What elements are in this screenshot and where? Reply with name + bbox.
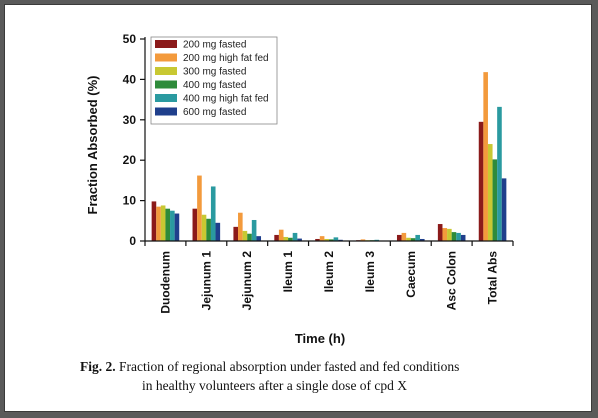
- bar-4-3: [329, 239, 334, 241]
- bar-0-4: [170, 210, 175, 241]
- bar-6-5: [419, 238, 425, 241]
- bar-3-5: [297, 238, 302, 241]
- bar-0-2: [160, 205, 166, 241]
- bar-1-1: [197, 175, 202, 241]
- bar-8-1: [483, 72, 488, 241]
- bar-3-0: [274, 234, 279, 241]
- bar-1-4: [210, 186, 216, 241]
- bar-6-0: [396, 234, 402, 241]
- bar-3-2: [283, 236, 289, 241]
- axes: 0 10 20 30 40 50 Duodenum Jejunum 1 Jejunum 2 Ile…: [123, 32, 514, 314]
- bar-3-1: [278, 229, 284, 241]
- y-axis-title: Fraction Absorbed (%): [85, 76, 100, 215]
- bar-8-3: [492, 159, 498, 241]
- x-tick-label-6: Caecum: [404, 251, 418, 298]
- legend-swatch-3: [155, 80, 177, 89]
- bar-1-3: [206, 218, 211, 241]
- bar-8-5: [501, 178, 507, 241]
- bar-0-3: [165, 208, 171, 241]
- bar-4-0: [315, 238, 320, 241]
- bar-5-1: [360, 239, 366, 241]
- x-tick-label-8: Total Abs: [486, 251, 500, 305]
- x-axis-title: Time (h): [295, 331, 345, 346]
- legend-label-1: 200 mg high fat fed: [183, 53, 269, 64]
- legend-label-0: 200 mg fasted: [183, 40, 246, 51]
- caption-label: Fig. 2.: [80, 359, 116, 374]
- bar-3-4: [292, 232, 298, 241]
- caption-line-1: Fraction of regional absorption under fa…: [119, 359, 460, 374]
- bar-2-0: [233, 226, 239, 241]
- bar-6-1: [401, 232, 407, 241]
- x-tick-label-2: Jejunum 2: [240, 251, 254, 311]
- y-tick-label-0: 0: [129, 234, 136, 248]
- bar-5-4: [374, 239, 380, 241]
- bar-1-5: [215, 222, 221, 241]
- bar-2-5: [256, 236, 262, 241]
- bar-3-3: [288, 237, 293, 241]
- y-tick-label-4: 40: [123, 72, 137, 86]
- y-tick-label-3: 30: [123, 113, 137, 127]
- legend-label-3: 400 mg fasted: [183, 80, 246, 91]
- legend-swatch-1: [155, 53, 177, 62]
- bar-6-2: [406, 237, 411, 241]
- legend-swatch-2: [155, 67, 177, 75]
- bar-7-2: [447, 228, 452, 241]
- bar-6-3: [410, 238, 416, 241]
- bar-7-4: [456, 232, 461, 241]
- x-tick-label-3: Ileum 1: [281, 251, 295, 293]
- x-tick-label-4: Ileum 2: [322, 251, 336, 293]
- bar-0-1: [156, 206, 161, 241]
- legend-swatch-0: [155, 40, 177, 48]
- bar-7-1: [442, 228, 448, 241]
- x-tick-label-0: Duodenum: [158, 251, 172, 314]
- bar-7-5: [460, 234, 466, 241]
- bar-6-4: [415, 234, 420, 241]
- x-tick-label-1: Jejunum 1: [199, 251, 213, 311]
- bar-2-1: [238, 212, 243, 241]
- x-tick-label-7: Asc Colon: [445, 251, 459, 310]
- caption-line-2: in healthy volunteers after a single dos…: [142, 378, 408, 393]
- figure-frame: 200 mg fasted 200 mg high fat fed 300 mg f…: [4, 4, 592, 412]
- bar-7-0: [437, 224, 443, 241]
- y-tick-label-2: 20: [123, 153, 137, 167]
- legend-label-2: 300 mg fasted: [183, 67, 246, 78]
- bar-2-3: [247, 233, 252, 241]
- bar-4-1: [319, 236, 325, 241]
- bar-2-2: [242, 230, 248, 241]
- bar-7-3: [451, 232, 457, 241]
- bar-4-5: [338, 239, 343, 241]
- bar-0-5: [174, 213, 180, 241]
- bar-8-2: [487, 144, 493, 241]
- legend-label-4: 400 mg high fat fed: [183, 94, 269, 105]
- bar-1-0: [192, 208, 198, 241]
- bar-2-4: [251, 219, 257, 241]
- bar-4-2: [324, 238, 329, 241]
- bar-8-4: [497, 106, 502, 242]
- legend: 200 mg fasted 200 mg high fat fed 300 mg f…: [150, 36, 278, 125]
- bar-chart: 200 mg fasted 200 mg high fat fed 300 mg f…: [85, 32, 514, 346]
- bar-8-0: [478, 121, 484, 241]
- legend-swatch-4: [155, 94, 177, 102]
- figure-caption: Fig. 2. Fraction of regional absorption …: [80, 357, 550, 395]
- bars: [151, 72, 507, 242]
- legend-label-5: 600 mg fasted: [183, 107, 246, 118]
- y-tick-label-1: 10: [123, 194, 137, 208]
- bar-4-4: [333, 237, 339, 241]
- x-tick-label-5: Ileum 3: [363, 251, 377, 293]
- y-tick-label-5: 50: [123, 32, 137, 46]
- bar-0-0: [151, 201, 157, 241]
- bar-1-2: [201, 214, 207, 241]
- legend-swatch-5: [155, 107, 177, 116]
